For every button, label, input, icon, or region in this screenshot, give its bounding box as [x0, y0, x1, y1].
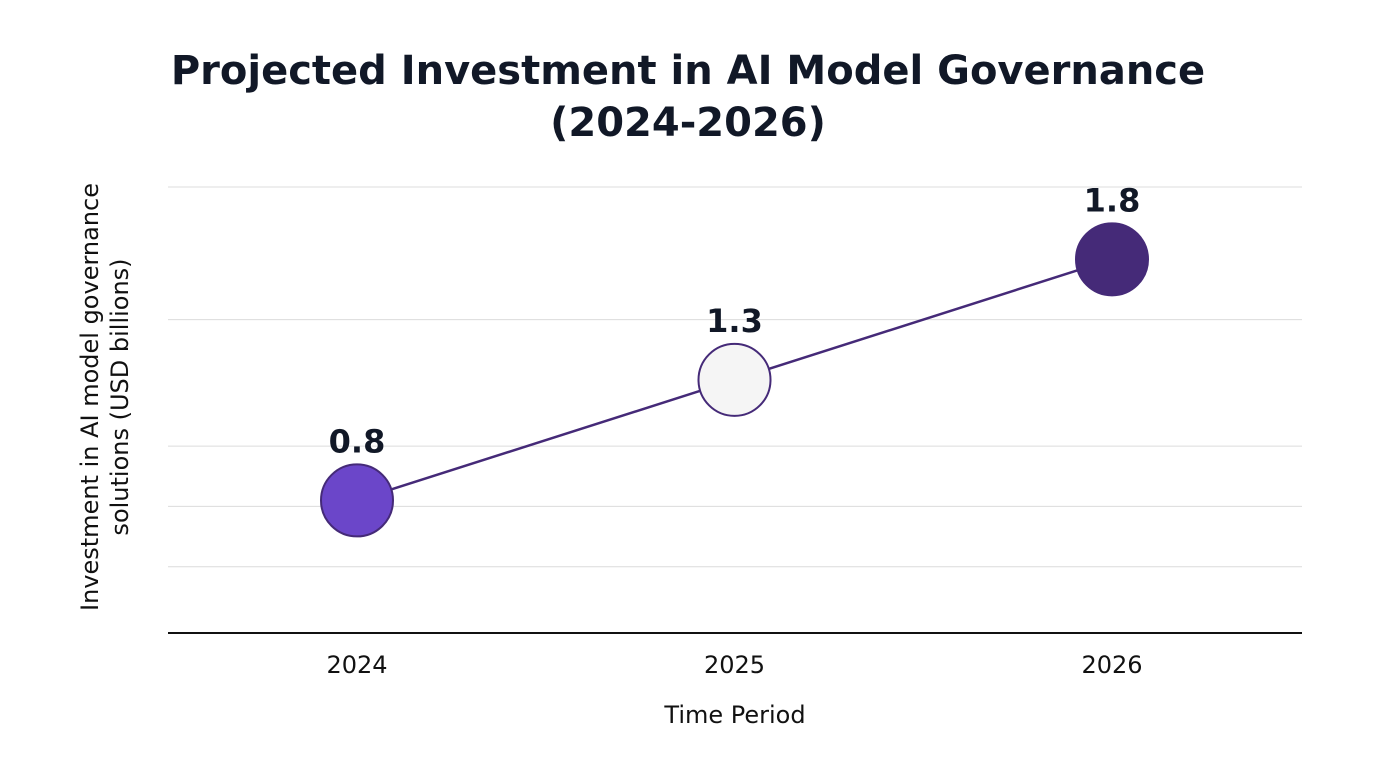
data-label-2025: 1.3 [706, 302, 763, 340]
chart-title-line-1: Projected Investment in AI Model Governa… [171, 48, 1205, 94]
x-tick-label-2026: 2026 [1081, 651, 1142, 679]
data-point-2024 [320, 463, 394, 538]
data-point-2025 [697, 342, 772, 417]
y-axis-title: Investment in AI model governance soluti… [76, 183, 134, 611]
series-group [320, 222, 1149, 538]
x-axis-title: Time Period [663, 701, 805, 729]
x-tick-label-group: 2024 2025 2026 [326, 651, 1142, 679]
data-label-2024: 0.8 [329, 422, 386, 460]
data-label-2026: 1.8 [1084, 181, 1141, 219]
x-tick-label-2024: 2024 [326, 651, 387, 679]
data-point-2026 [1075, 222, 1149, 297]
data-label-group: 0.8 1.3 1.8 [329, 181, 1141, 460]
y-axis-title-line-1: Investment in AI model governance [76, 183, 104, 611]
y-axis-title-line-2: solutions (USD billions) [106, 258, 134, 535]
x-tick-label-2025: 2025 [704, 651, 765, 679]
chart-title-line-2: (2024-2026) [550, 100, 826, 146]
